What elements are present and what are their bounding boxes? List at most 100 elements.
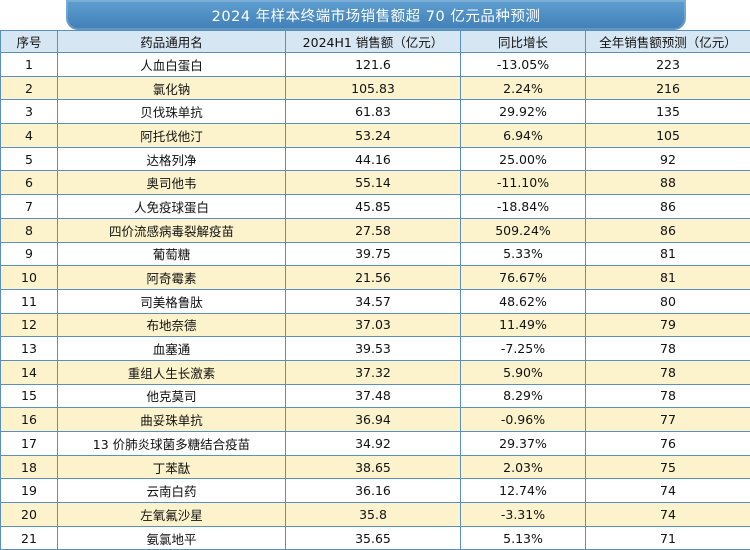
cell-yoy-growth: 76.67% xyxy=(461,266,586,290)
cell-drug-name: 血塞通 xyxy=(58,337,286,361)
cell-yoy-growth: 5.33% xyxy=(461,242,586,266)
cell-drug-name: 他克莫司 xyxy=(58,384,286,408)
cell-index: 17 xyxy=(1,432,58,456)
cell-yoy-growth: 2.24% xyxy=(461,76,586,100)
cell-drug-name: 人血白蛋白 xyxy=(58,53,286,77)
cell-forecast: 74 xyxy=(586,479,750,503)
cell-h1-sales: 37.03 xyxy=(286,313,461,337)
cell-yoy-growth: -18.84% xyxy=(461,195,586,219)
cell-yoy-growth: -11.10% xyxy=(461,171,586,195)
cell-drug-name: 四价流感病毒裂解疫苗 xyxy=(58,218,286,242)
cell-forecast: 74 xyxy=(586,503,750,527)
cell-yoy-growth: 6.94% xyxy=(461,124,586,148)
cell-forecast: 105 xyxy=(586,124,750,148)
cell-index: 1 xyxy=(1,53,58,77)
cell-forecast: 78 xyxy=(586,384,750,408)
cell-yoy-growth: 11.49% xyxy=(461,313,586,337)
table-title: 2024 年样本终端市场销售额超 70 亿元品种预测 xyxy=(66,0,686,30)
cell-index: 4 xyxy=(1,124,58,148)
cell-forecast: 223 xyxy=(586,53,750,77)
cell-index: 16 xyxy=(1,408,58,432)
cell-index: 14 xyxy=(1,360,58,384)
cell-drug-name: 达格列净 xyxy=(58,147,286,171)
cell-yoy-growth: 12.74% xyxy=(461,479,586,503)
cell-h1-sales: 38.65 xyxy=(286,455,461,479)
cell-drug-name: 13 价肺炎球菌多糖结合疫苗 xyxy=(58,432,286,456)
cell-drug-name: 阿托伐他汀 xyxy=(58,124,286,148)
cell-h1-sales: 45.85 xyxy=(286,195,461,219)
cell-forecast: 88 xyxy=(586,171,750,195)
cell-h1-sales: 37.32 xyxy=(286,360,461,384)
cell-forecast: 135 xyxy=(586,100,750,124)
cell-drug-name: 重组人生长激素 xyxy=(58,360,286,384)
cell-forecast: 86 xyxy=(586,218,750,242)
header-index: 序号 xyxy=(1,31,58,53)
cell-forecast: 77 xyxy=(586,408,750,432)
cell-forecast: 76 xyxy=(586,432,750,456)
cell-h1-sales: 121.6 xyxy=(286,53,461,77)
cell-index: 10 xyxy=(1,266,58,290)
cell-forecast: 80 xyxy=(586,289,750,313)
cell-forecast: 86 xyxy=(586,195,750,219)
cell-index: 13 xyxy=(1,337,58,361)
cell-yoy-growth: 25.00% xyxy=(461,147,586,171)
cell-yoy-growth: 29.37% xyxy=(461,432,586,456)
cell-forecast: 78 xyxy=(586,360,750,384)
cell-drug-name: 左氧氟沙星 xyxy=(58,503,286,527)
cell-h1-sales: 36.16 xyxy=(286,479,461,503)
cell-h1-sales: 55.14 xyxy=(286,171,461,195)
header-h1-sales: 2024H1 销售额（亿元） xyxy=(286,31,461,53)
cell-index: 21 xyxy=(1,526,58,550)
cell-drug-name: 丁苯酞 xyxy=(58,455,286,479)
header-full-year-forecast: 全年销售额预测（亿元） xyxy=(586,31,750,53)
cell-h1-sales: 37.48 xyxy=(286,384,461,408)
table-figure: 2024 年样本终端市场销售额超 70 亿元品种预测 序号 药品通用名 2024… xyxy=(0,0,750,513)
cell-index: 7 xyxy=(1,195,58,219)
cell-forecast: 81 xyxy=(586,266,750,290)
cell-h1-sales: 34.92 xyxy=(286,432,461,456)
cell-drug-name: 葡萄糖 xyxy=(58,242,286,266)
cell-forecast: 71 xyxy=(586,526,750,550)
sales-forecast-table: 序号 药品通用名 2024H1 销售额（亿元） 同比增长 全年销售额预测（亿元）… xyxy=(0,30,750,550)
cell-yoy-growth: 509.24% xyxy=(461,218,586,242)
cell-h1-sales: 21.56 xyxy=(286,266,461,290)
cell-index: 11 xyxy=(1,289,58,313)
cell-drug-name: 云南白药 xyxy=(58,479,286,503)
cell-h1-sales: 39.75 xyxy=(286,242,461,266)
cell-h1-sales: 35.65 xyxy=(286,526,461,550)
cell-drug-name: 布地奈德 xyxy=(58,313,286,337)
cell-h1-sales: 34.57 xyxy=(286,289,461,313)
cell-index: 18 xyxy=(1,455,58,479)
cell-forecast: 216 xyxy=(586,76,750,100)
cell-drug-name: 奥司他韦 xyxy=(58,171,286,195)
cell-index: 6 xyxy=(1,171,58,195)
header-row: 序号 药品通用名 2024H1 销售额（亿元） 同比增长 全年销售额预测（亿元） xyxy=(1,31,750,53)
cell-drug-name: 贝伐珠单抗 xyxy=(58,100,286,124)
cell-index: 15 xyxy=(1,384,58,408)
cell-h1-sales: 105.83 xyxy=(286,76,461,100)
cell-forecast: 78 xyxy=(586,337,750,361)
cell-h1-sales: 61.83 xyxy=(286,100,461,124)
cell-index: 5 xyxy=(1,147,58,171)
cell-drug-name: 人免疫球蛋白 xyxy=(58,195,286,219)
cell-yoy-growth: -13.05% xyxy=(461,53,586,77)
cell-forecast: 75 xyxy=(586,455,750,479)
